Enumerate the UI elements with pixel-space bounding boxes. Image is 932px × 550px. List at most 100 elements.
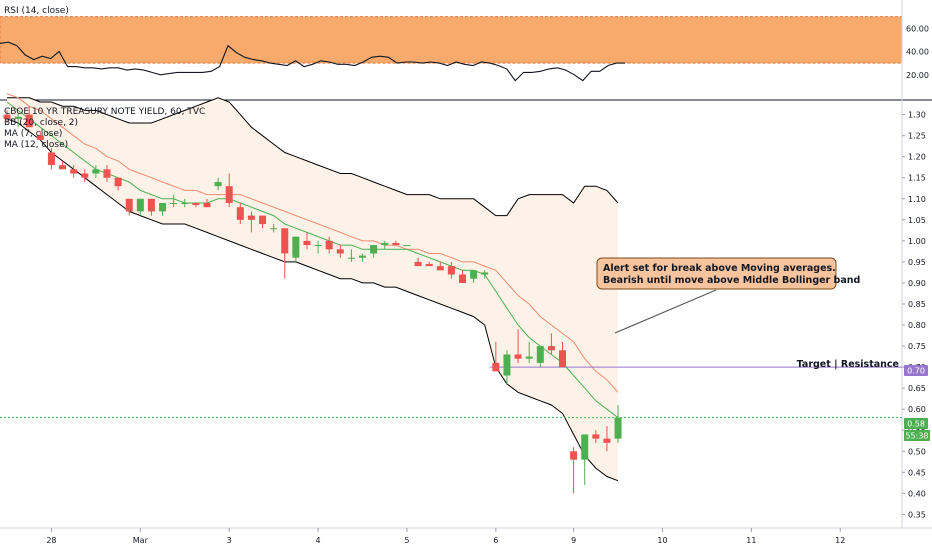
candle-body bbox=[81, 173, 89, 178]
candle-body bbox=[503, 354, 511, 376]
candle-body bbox=[270, 228, 278, 230]
candle-body bbox=[47, 152, 55, 166]
last-price-tag: 0.58 bbox=[904, 418, 928, 429]
candle-body bbox=[247, 215, 255, 220]
time-tick-label: 11 bbox=[746, 536, 756, 545]
rsi-tick-label: 60.00 bbox=[906, 24, 929, 33]
price-tick-label: 1.10 bbox=[908, 195, 926, 204]
bollinger-upper-line bbox=[7, 97, 619, 217]
rsi-line bbox=[0, 41, 625, 82]
candle-body bbox=[114, 177, 122, 187]
candle-body bbox=[3, 114, 11, 119]
candle-body bbox=[381, 242, 389, 246]
rsi-tick-label: 20.00 bbox=[906, 71, 929, 80]
annotation-pointer bbox=[614, 289, 717, 334]
candle-body bbox=[581, 434, 589, 460]
candle-body bbox=[414, 261, 422, 267]
chart-title: CBOE 10 YR TREASURY NOTE YIELD, 60, TVC bbox=[4, 107, 205, 117]
price-tick-label: 1.00 bbox=[908, 237, 926, 246]
candle-body bbox=[536, 346, 544, 363]
candle-body bbox=[514, 354, 522, 359]
price-tick-label: 1.20 bbox=[908, 153, 926, 162]
candle-body bbox=[70, 169, 78, 174]
candle-body bbox=[181, 202, 189, 204]
time-tick-label: 28 bbox=[46, 536, 56, 545]
legend-ma7[interactable]: MA (7, close) bbox=[4, 129, 62, 139]
time-tick-label: Mar bbox=[133, 536, 149, 545]
rsi-axis: 60.00 40.00 20.00 bbox=[906, 24, 929, 80]
candle-body bbox=[125, 198, 133, 212]
candle-body bbox=[25, 114, 33, 128]
candle-body bbox=[303, 240, 311, 246]
candle-body bbox=[159, 202, 167, 212]
last-price-tag-text: 0.58 bbox=[907, 420, 925, 429]
price-tick-label: 1.30 bbox=[908, 111, 926, 120]
candle-body bbox=[436, 266, 444, 271]
price-tick-label: 0.75 bbox=[908, 342, 926, 351]
candle-body bbox=[592, 434, 600, 439]
candle-body bbox=[492, 362, 500, 372]
price-tick-label: 1.15 bbox=[908, 174, 926, 183]
candle-body bbox=[14, 116, 22, 119]
candle-body bbox=[481, 272, 489, 275]
price-tick-label: 0.85 bbox=[908, 300, 926, 309]
annotation-line-2: Bearish until move above Middle Bollinge… bbox=[603, 275, 860, 286]
candle-body bbox=[392, 242, 400, 246]
bollinger-band-fill bbox=[7, 97, 618, 481]
time-tick-label: 3 bbox=[227, 536, 232, 545]
candle-body bbox=[103, 169, 111, 178]
time-tick-label: 10 bbox=[657, 536, 667, 545]
candle-body bbox=[570, 451, 578, 460]
candle-body bbox=[314, 245, 322, 247]
candle-body bbox=[259, 215, 267, 225]
price-tick-label: 0.95 bbox=[908, 258, 926, 267]
price-tick-label: 0.50 bbox=[908, 447, 926, 456]
bollinger-lower-line bbox=[6, 118, 619, 482]
rsi-label: RSI (14, close) bbox=[4, 6, 69, 16]
legend-bb[interactable]: BB (20, close, 2) bbox=[4, 118, 78, 128]
candle-body bbox=[470, 270, 478, 279]
candle-body bbox=[336, 249, 344, 254]
candle-body bbox=[447, 266, 455, 275]
price-tick-label: 0.60 bbox=[908, 405, 926, 414]
price-tick-label: 0.80 bbox=[908, 321, 926, 330]
countdown-tag-text: 55:38 bbox=[905, 432, 928, 441]
target-price-tag: 0.70 bbox=[904, 365, 928, 376]
candle-body bbox=[547, 346, 555, 351]
annotation-line-1: Alert set for break above Moving average… bbox=[603, 263, 836, 274]
price-pane: CBOE 10 YR TREASURY NOTE YIELD, 60, TVC … bbox=[0, 93, 902, 494]
price-axis[interactable]: 1.30 1.25 1.20 1.15 1.10 1.05 1.00 0.95 0.90 0.85… bbox=[902, 111, 926, 520]
candle-body bbox=[36, 135, 44, 140]
candle-body bbox=[59, 165, 67, 170]
price-tick-label: 1.25 bbox=[908, 132, 926, 141]
target-label: Target | Resistance bbox=[797, 359, 899, 370]
candle-body bbox=[425, 264, 433, 267]
time-axis[interactable]: 28 Mar 3 4 5 6 9 10 11 12 bbox=[46, 528, 845, 545]
time-tick-label: 5 bbox=[404, 536, 409, 545]
candle-body bbox=[459, 274, 467, 283]
candles bbox=[3, 106, 622, 494]
candle-body bbox=[292, 236, 300, 258]
countdown-tag: 55:38 bbox=[904, 430, 930, 441]
candle-body bbox=[603, 438, 611, 443]
annotation-box[interactable] bbox=[596, 257, 837, 290]
candle-body bbox=[225, 186, 233, 203]
time-tick-label: 6 bbox=[493, 536, 498, 545]
candle-body bbox=[403, 245, 411, 247]
candle-body bbox=[325, 240, 333, 250]
rsi-tick-label: 40.00 bbox=[906, 48, 929, 57]
price-tick-label: 0.35 bbox=[908, 510, 926, 519]
target-price-tag-text: 0.70 bbox=[907, 367, 925, 376]
rsi-overbought-band bbox=[0, 16, 903, 64]
price-tick-label: 0.40 bbox=[908, 489, 926, 498]
time-tick-label: 12 bbox=[835, 536, 845, 545]
candle-body bbox=[203, 202, 211, 208]
time-tick-label: 4 bbox=[316, 536, 321, 545]
price-tick-label: 0.65 bbox=[908, 384, 926, 393]
time-tick-label: 9 bbox=[571, 536, 576, 545]
candle-body bbox=[370, 245, 378, 254]
price-tick-label: 0.45 bbox=[908, 468, 926, 477]
candle-body bbox=[614, 417, 622, 439]
legend-ma12[interactable]: MA (12, close) bbox=[4, 140, 68, 150]
